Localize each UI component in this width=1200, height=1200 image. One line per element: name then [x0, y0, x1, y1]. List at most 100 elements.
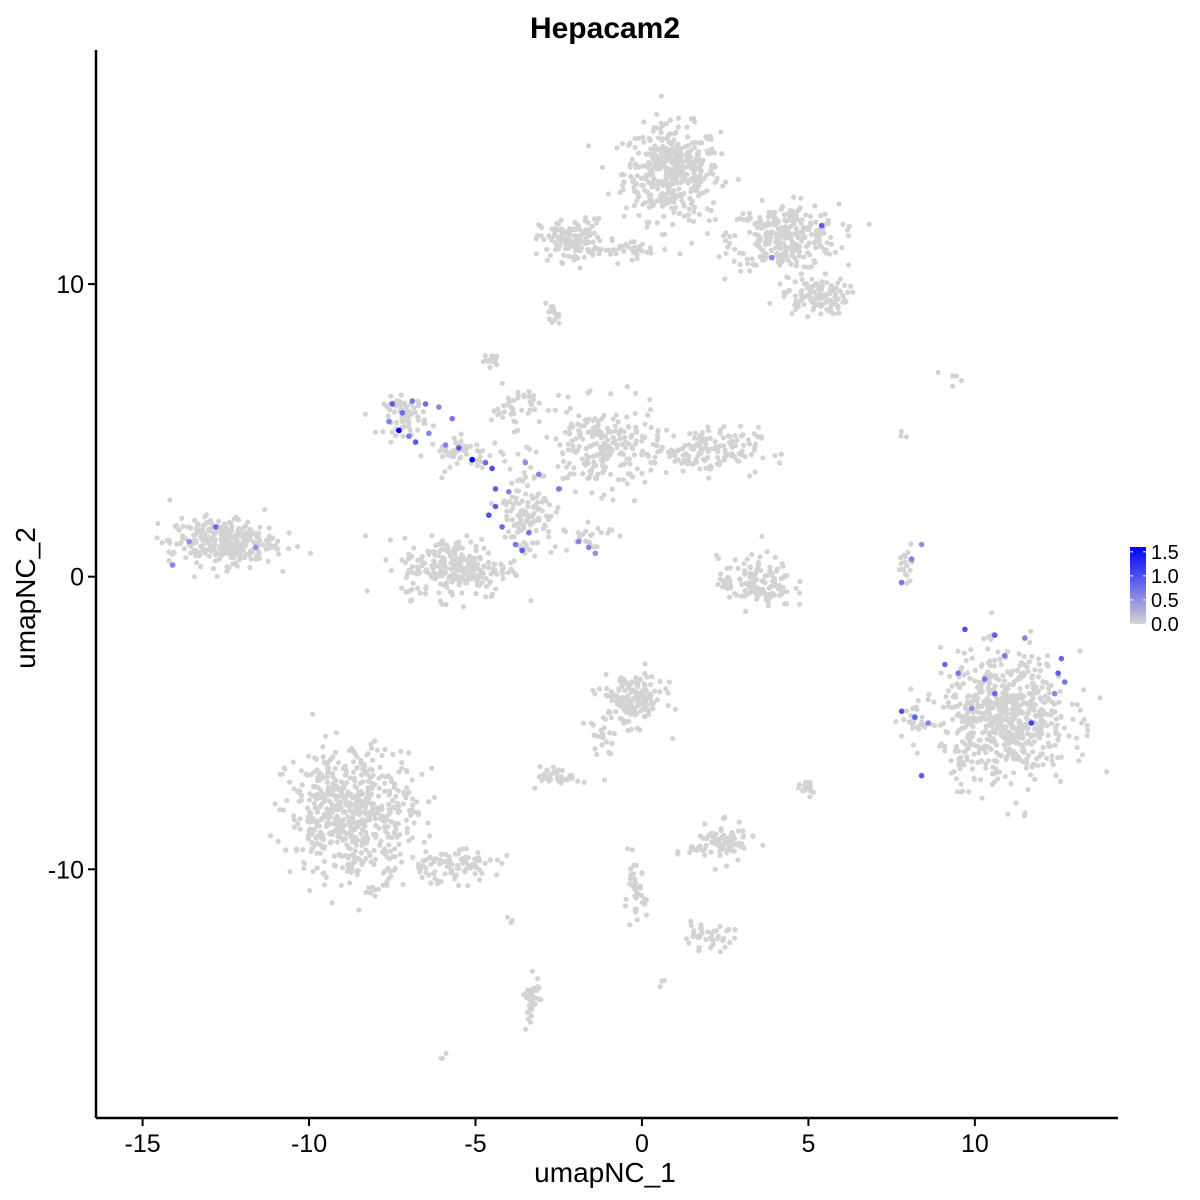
cell-point: [260, 542, 266, 548]
cell-point: [306, 753, 312, 759]
cell-point: [807, 289, 813, 295]
cell-point: [615, 419, 621, 425]
cell-point: [555, 505, 561, 511]
cell-point: [474, 448, 481, 454]
expressing-cell-point: [519, 547, 525, 554]
cell-point: [286, 530, 292, 536]
cell-point: [563, 409, 570, 415]
cell-point: [403, 795, 409, 801]
cell-point: [604, 454, 610, 460]
cell-point: [599, 462, 606, 468]
cell-point: [627, 681, 633, 688]
cell-point: [732, 557, 738, 563]
cell-point: [1017, 686, 1023, 692]
cell-point: [807, 297, 813, 303]
cell-point: [371, 847, 377, 854]
cell-point: [562, 246, 569, 252]
cell-point: [310, 827, 316, 833]
cell-point: [627, 471, 633, 477]
cell-point: [646, 135, 652, 142]
cell-point: [992, 657, 998, 664]
cell-point: [387, 868, 393, 874]
cell-point: [752, 231, 758, 237]
cell-point: [442, 871, 448, 877]
cell-point: [298, 792, 304, 799]
cell-point: [299, 782, 305, 788]
cell-point: [266, 542, 272, 548]
cell-point: [707, 463, 713, 469]
cell-point: [546, 316, 552, 322]
cell-point: [668, 447, 675, 453]
cell-point: [691, 204, 698, 210]
cell-point: [801, 301, 807, 307]
cell-point: [898, 733, 905, 739]
cell-point: [767, 300, 773, 306]
cell-point: [954, 789, 960, 795]
cell-point: [1039, 724, 1045, 730]
cell-point: [625, 693, 631, 699]
cell-point: [368, 745, 375, 752]
cell-point: [588, 720, 594, 726]
expressing-cell-point: [522, 459, 529, 466]
cell-point: [365, 790, 372, 796]
cell-point: [351, 836, 357, 842]
cell-point: [717, 428, 723, 434]
cell-point: [501, 409, 507, 415]
cell-point: [995, 649, 1001, 655]
cell-point: [955, 648, 961, 654]
cell-point: [642, 187, 648, 193]
cell-point: [780, 204, 786, 210]
cell-point: [1007, 719, 1013, 725]
cell-point: [415, 427, 421, 433]
cell-point: [301, 865, 307, 872]
cell-point: [415, 403, 421, 409]
cell-point: [801, 254, 807, 260]
cell-point: [727, 434, 733, 440]
cell-point: [508, 508, 514, 514]
cell-point: [453, 440, 459, 446]
cell-point: [1029, 692, 1035, 698]
cell-point: [777, 281, 783, 287]
cell-point: [596, 215, 602, 222]
cell-point: [545, 407, 552, 413]
cell-point: [513, 495, 519, 501]
legend-label: 0.5: [1151, 590, 1179, 612]
cell-point: [645, 412, 651, 418]
cell-point: [224, 540, 230, 547]
cell-point: [562, 429, 569, 435]
cell-point: [403, 404, 409, 410]
cell-point: [681, 213, 688, 219]
cell-point: [438, 857, 444, 863]
cell-point: [914, 750, 920, 756]
cell-point: [340, 864, 346, 871]
cell-point: [652, 454, 658, 460]
cell-point: [247, 531, 253, 537]
cell-point: [708, 166, 714, 173]
cell-point: [481, 545, 487, 551]
cell-point: [651, 459, 657, 466]
cell-point: [500, 565, 506, 571]
cell-point: [663, 686, 669, 692]
cell-point: [910, 706, 916, 712]
cell-point: [648, 407, 654, 413]
cell-point: [712, 439, 718, 445]
cell-point: [612, 423, 618, 429]
cell-point: [290, 759, 296, 765]
cell-point: [987, 746, 994, 752]
cell-point: [385, 812, 391, 818]
cell-point: [435, 552, 441, 559]
cell-point: [560, 777, 566, 783]
cell-point: [456, 865, 462, 872]
cell-point: [642, 682, 648, 688]
cell-point: [1026, 659, 1032, 665]
cell-point: [320, 793, 326, 799]
cell-point: [408, 411, 414, 417]
cell-point: [1024, 664, 1030, 670]
cell-point: [526, 389, 532, 395]
cell-point: [701, 176, 707, 182]
cell-point: [735, 176, 742, 182]
cell-point: [782, 250, 788, 256]
cell-point: [898, 567, 905, 573]
cell-point: [636, 135, 642, 141]
cell-point: [726, 240, 733, 246]
